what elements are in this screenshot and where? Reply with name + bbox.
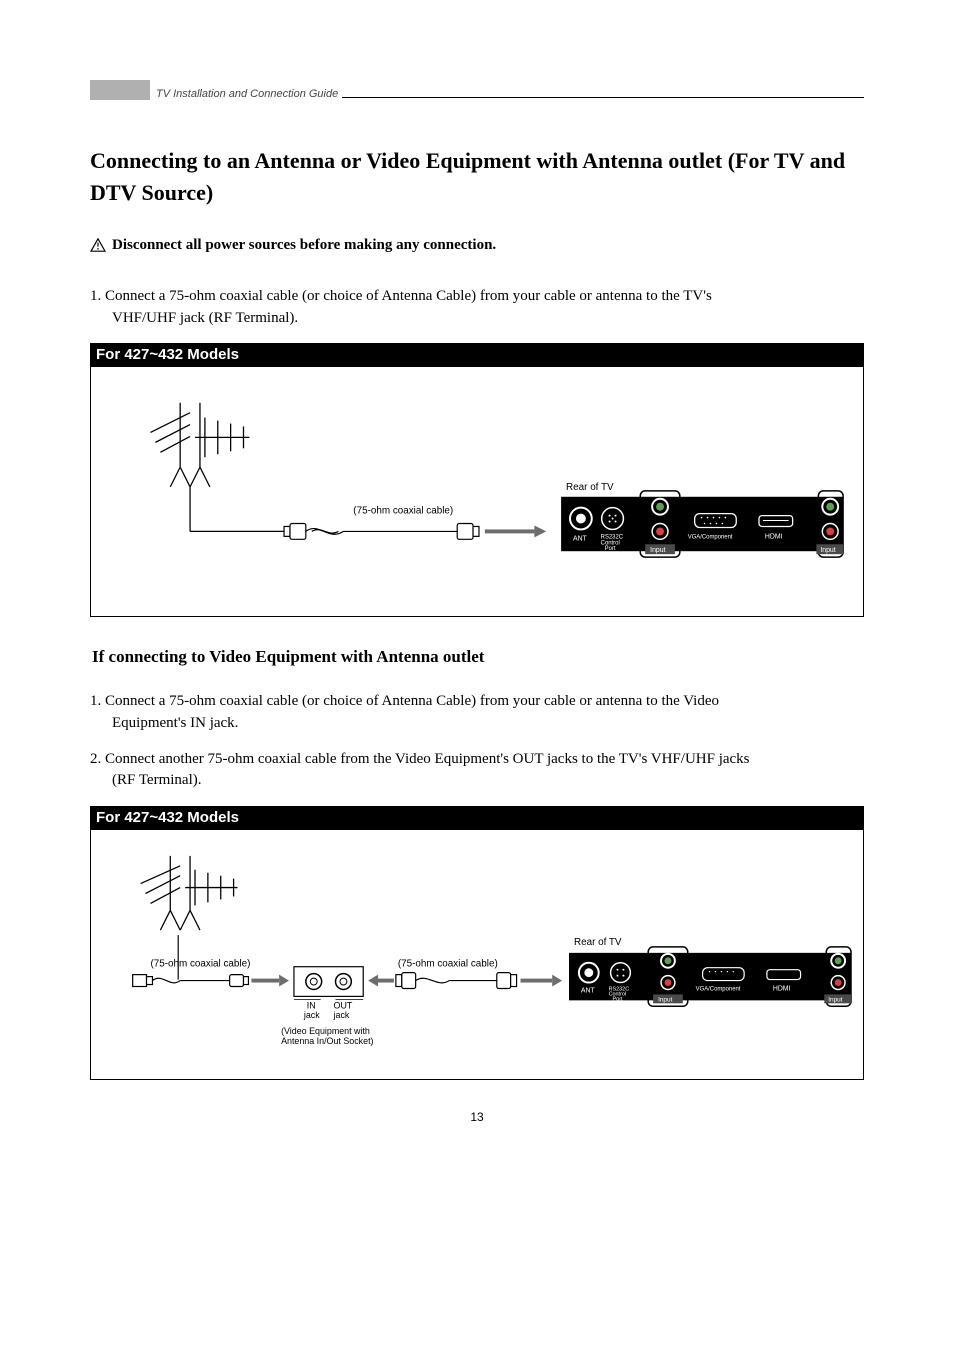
s1-line2: VHF/UHF jack (RF Terminal). (90, 308, 298, 330)
diagram1-box: (75-ohm coaxial cable) Rear of TV (90, 367, 864, 617)
warning-text: Disconnect all power sources before maki… (112, 237, 496, 254)
svg-text:Input: Input (828, 996, 842, 1003)
s2-l1: 1. Connect a 75-ohm coaxial cable (or ch… (90, 693, 719, 709)
d1-rear-label: Rear of TV (566, 482, 614, 493)
diagram1-title-bar: For 427~432 Models (90, 343, 864, 367)
d2-cable-label-r: (75-ohm coaxial cable) (398, 959, 498, 970)
svg-text:VGA/Component: VGA/Component (696, 987, 741, 993)
d2-cable-label-l: (75-ohm coaxial cable) (150, 959, 250, 970)
svg-text:Port: Port (613, 996, 623, 1002)
svg-text:Input: Input (820, 547, 835, 554)
diagram2-svg: (75-ohm coaxial cable) (75-ohm coaxial c… (101, 846, 853, 1054)
s2-l4: (RF Terminal). (90, 770, 202, 792)
svg-text:jack: jack (303, 1010, 320, 1020)
svg-text:(Video Equipment with: (Video Equipment with (281, 1026, 370, 1036)
d1-cable-label: (75-ohm coaxial cable) (353, 506, 453, 517)
header-rule (342, 97, 864, 98)
section2-step1: 1. Connect a 75-ohm coaxial cable (or ch… (90, 691, 864, 735)
page-number: 13 (90, 1110, 864, 1124)
d2-rear-label: Rear of TV (574, 937, 622, 948)
svg-text:HDMI: HDMI (765, 534, 783, 541)
section2-step2: 2. Connect another 75-ohm coaxial cable … (90, 749, 864, 793)
section2-title: If connecting to Video Equipment with An… (92, 647, 864, 667)
svg-text:HDMI: HDMI (773, 986, 791, 993)
svg-text:ANT: ANT (573, 536, 588, 543)
s2-l2: Equipment's IN jack. (90, 713, 238, 735)
svg-text:jack: jack (333, 1010, 350, 1020)
svg-text:Input: Input (658, 996, 672, 1003)
diagram1-svg: (75-ohm coaxial cable) Rear of TV (101, 383, 853, 591)
warning-icon (90, 238, 106, 252)
header-gray-block (90, 80, 150, 100)
svg-text:OUT: OUT (334, 1000, 353, 1010)
svg-text:Input: Input (650, 547, 665, 554)
warning-row: Disconnect all power sources before maki… (90, 237, 864, 254)
diagram2-box: (75-ohm coaxial cable) (75-ohm coaxial c… (90, 830, 864, 1080)
svg-text:Antenna In/Out Socket): Antenna In/Out Socket) (281, 1036, 373, 1046)
header-title: TV Installation and Connection Guide (156, 88, 338, 100)
running-header: TV Installation and Connection Guide (90, 80, 864, 100)
svg-text:Port: Port (605, 546, 616, 552)
diagram2-title-bar: For 427~432 Models (90, 806, 864, 830)
page-title: Connecting to an Antenna or Video Equipm… (90, 145, 864, 209)
svg-text:IN: IN (307, 1000, 316, 1010)
s2-l3: 2. Connect another 75-ohm coaxial cable … (90, 751, 750, 767)
svg-text:VGA/Component: VGA/Component (688, 535, 733, 541)
svg-text:ANT: ANT (581, 987, 596, 994)
s1-line1: 1. Connect a 75-ohm coaxial cable (or ch… (90, 288, 712, 304)
section1-step1: 1. Connect a 75-ohm coaxial cable (or ch… (90, 286, 864, 330)
